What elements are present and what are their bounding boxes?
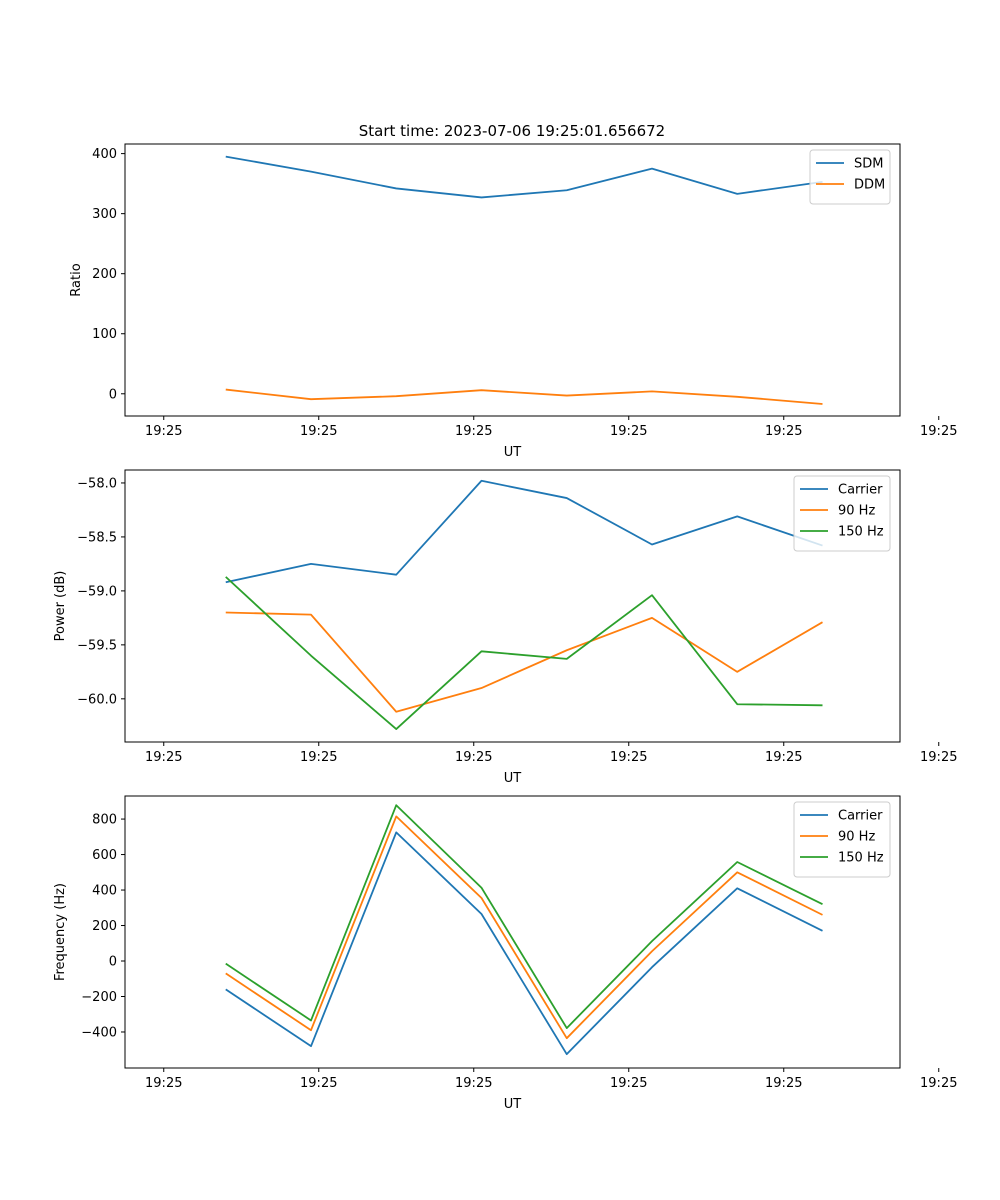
legend-label: 150 Hz	[838, 525, 884, 540]
y-tick-label: −59.5	[77, 638, 117, 653]
legend-label: 150 Hz	[838, 851, 884, 866]
x-tick-label: 19:25	[765, 1076, 802, 1091]
y-tick-label: 200	[92, 919, 117, 934]
series-line-90-hz	[225, 815, 823, 1040]
y-axis-label: Ratio	[69, 263, 84, 296]
series-line-carrier	[225, 479, 823, 584]
axes-frame	[124, 143, 901, 417]
subplot-3: 19:2519:2519:2519:2519:2519:2519:26−400−…	[53, 795, 957, 1112]
x-tick-label: 19:25	[145, 424, 182, 439]
series-line-150-hz	[225, 576, 823, 730]
x-tick-label: 19:25	[145, 750, 182, 765]
axes-frame	[124, 469, 901, 743]
legend-label: DDM	[854, 178, 885, 193]
x-tick-label: 19:25	[300, 750, 337, 765]
x-tick-label: 19:25	[455, 750, 492, 765]
legend-label: Carrier	[838, 483, 883, 498]
x-axis-label: UT	[504, 1097, 522, 1112]
x-tick-label: 19:25	[765, 424, 802, 439]
x-tick-label: 19:25	[920, 750, 957, 765]
legend: Carrier 90 Hz 150 Hz	[793, 475, 891, 552]
series-line-90-hz	[225, 611, 823, 713]
y-tick-label: 800	[92, 813, 117, 828]
legend: Carrier 90 Hz 150 Hz	[793, 801, 891, 878]
y-tick-label: 400	[92, 147, 117, 162]
y-tick-label: −200	[81, 990, 117, 1005]
legend-label: Carrier	[838, 809, 883, 824]
legend: SDM DDM	[809, 149, 891, 205]
x-tick-label: 19:25	[610, 424, 647, 439]
subplot-1: 19:2519:2519:2519:2519:2519:2519:2601002…	[69, 143, 957, 460]
x-tick-label: 19:25	[610, 750, 647, 765]
y-axis-label: Frequency (Hz)	[53, 883, 68, 981]
y-tick-label: −58.5	[77, 530, 117, 545]
legend-label: 90 Hz	[838, 504, 875, 519]
x-tick-label: 19:25	[455, 424, 492, 439]
y-tick-label: 100	[92, 327, 117, 342]
y-tick-label: −58.0	[77, 476, 117, 491]
series-line-150-hz	[225, 804, 823, 1029]
legend-label: 90 Hz	[838, 830, 875, 845]
series-line-ddm	[225, 388, 823, 405]
x-tick-label: 19:25	[610, 1076, 647, 1091]
axes-frame	[124, 795, 901, 1069]
legend-box	[793, 801, 891, 878]
y-axis-label: Power (dB)	[53, 571, 68, 642]
y-tick-label: −59.0	[77, 584, 117, 599]
x-tick-label: 19:25	[765, 750, 802, 765]
x-tick-label: 19:25	[300, 424, 337, 439]
figure-title: Start time: 2023-07-06 19:25:01.656672	[359, 122, 665, 140]
x-tick-label: 19:25	[300, 1076, 337, 1091]
subplot-2: 19:2519:2519:2519:2519:2519:2519:26−60.0…	[53, 469, 957, 786]
y-tick-label: 0	[109, 955, 117, 970]
series-line-carrier	[225, 831, 823, 1056]
subplots: 19:2519:2519:2519:2519:2519:2519:2601002…	[53, 143, 957, 1112]
x-tick-label: 19:25	[145, 1076, 182, 1091]
legend-label: SDM	[854, 157, 883, 172]
y-tick-label: 400	[92, 884, 117, 899]
y-tick-label: 200	[92, 267, 117, 282]
x-axis-label: UT	[504, 445, 522, 460]
y-tick-label: −60.0	[77, 692, 117, 707]
y-tick-label: −400	[81, 1025, 117, 1040]
x-tick-label: 19:25	[920, 424, 957, 439]
y-tick-label: 600	[92, 848, 117, 863]
x-tick-label: 19:25	[455, 1076, 492, 1091]
y-tick-label: 300	[92, 207, 117, 222]
series-line-sdm	[225, 155, 823, 199]
legend-box	[793, 475, 891, 552]
x-tick-label: 19:25	[920, 1076, 957, 1091]
y-tick-label: 0	[109, 387, 117, 402]
x-axis-label: UT	[504, 771, 522, 786]
